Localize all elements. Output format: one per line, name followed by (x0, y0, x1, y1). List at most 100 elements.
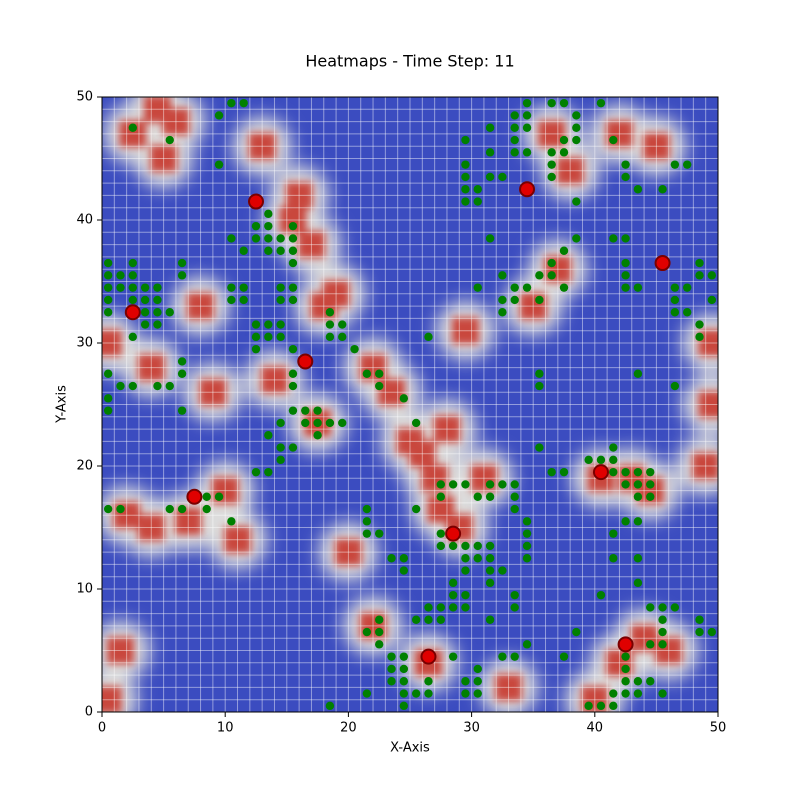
green-marker (116, 504, 125, 514)
green-marker (498, 308, 507, 317)
green-marker (251, 320, 261, 329)
green-marker (658, 615, 667, 624)
green-marker (633, 554, 643, 563)
heat-cell (538, 120, 566, 148)
green-marker (461, 480, 470, 489)
green-marker (239, 283, 248, 292)
green-marker (153, 320, 162, 329)
green-marker (485, 123, 495, 132)
green-marker (633, 689, 643, 698)
green-marker (227, 98, 236, 108)
green-marker (522, 123, 532, 132)
red-marker (592, 464, 609, 481)
green-marker (325, 332, 335, 342)
green-marker (165, 504, 174, 514)
x-tick-label: 20 (340, 721, 357, 736)
green-marker (658, 640, 667, 649)
green-marker (683, 160, 692, 169)
green-marker (609, 529, 618, 538)
green-marker (522, 148, 532, 157)
heat-cell (285, 181, 313, 209)
green-marker (621, 172, 630, 182)
red-marker (124, 304, 141, 321)
green-marker (535, 295, 544, 305)
green-marker (670, 295, 680, 305)
green-marker (596, 590, 606, 600)
green-marker (227, 234, 236, 243)
green-marker (522, 98, 532, 108)
green-marker (695, 320, 704, 329)
green-marker (535, 271, 544, 280)
green-marker (473, 554, 482, 563)
green-marker (633, 467, 643, 477)
green-marker (375, 381, 384, 391)
green-marker (140, 283, 150, 292)
green-marker (301, 418, 310, 428)
green-marker (239, 246, 248, 255)
green-marker (399, 664, 409, 674)
green-marker (621, 160, 630, 169)
heat-cell (451, 317, 479, 345)
green-marker (621, 677, 630, 686)
points (103, 98, 717, 711)
green-marker (695, 258, 704, 268)
heat-cell (174, 507, 202, 535)
green-marker (522, 283, 532, 292)
green-marker (633, 369, 643, 378)
green-marker (116, 271, 125, 280)
red-marker (186, 488, 203, 505)
green-marker (498, 295, 507, 305)
green-marker (288, 381, 298, 391)
green-marker (276, 455, 285, 465)
green-marker (375, 640, 384, 649)
green-marker (498, 652, 507, 661)
heat-cell (260, 366, 289, 394)
green-marker (399, 701, 409, 711)
green-marker (448, 480, 458, 489)
green-marker (559, 467, 569, 477)
green-marker (461, 677, 470, 686)
green-marker (325, 320, 335, 329)
green-marker (177, 258, 187, 268)
green-marker (646, 467, 655, 477)
green-marker (485, 480, 495, 489)
green-marker (251, 467, 261, 477)
green-marker (473, 197, 482, 206)
green-marker (584, 701, 593, 711)
green-marker (510, 295, 519, 305)
green-marker (609, 467, 618, 477)
green-marker (547, 98, 556, 108)
green-marker (670, 160, 680, 169)
green-marker (461, 689, 470, 698)
green-marker (646, 603, 655, 612)
green-marker (473, 677, 482, 686)
green-marker (165, 308, 174, 317)
red-marker (654, 255, 671, 272)
green-marker (424, 603, 433, 612)
green-marker (621, 689, 630, 698)
green-marker (288, 246, 298, 255)
plot-frame (101, 96, 719, 713)
green-marker (584, 455, 593, 465)
heat-cell (199, 378, 227, 406)
green-marker (658, 603, 667, 612)
y-tick-label: 10 (76, 582, 93, 597)
x-tick-label: 0 (98, 721, 106, 736)
green-marker (572, 197, 581, 206)
green-marker (177, 369, 187, 378)
green-marker (214, 111, 224, 120)
green-marker (313, 418, 322, 428)
green-marker (522, 529, 532, 538)
heat-cell (106, 636, 135, 665)
green-marker (264, 246, 273, 255)
green-marker (633, 185, 643, 194)
green-marker (670, 603, 680, 612)
green-marker (596, 701, 606, 711)
green-marker (658, 627, 667, 637)
green-marker (498, 480, 507, 489)
green-marker (288, 234, 298, 243)
green-marker (264, 320, 273, 329)
y-axis-label: Y-Axis (55, 385, 70, 424)
green-marker (103, 394, 113, 403)
green-marker (338, 418, 347, 428)
